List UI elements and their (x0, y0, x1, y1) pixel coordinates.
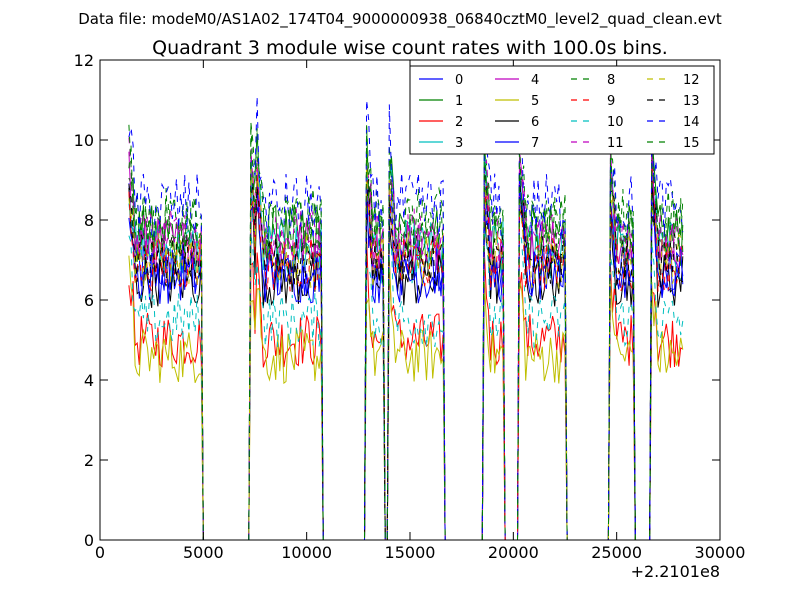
series-line-8 (128, 122, 684, 540)
series-line-0 (128, 165, 684, 540)
series-line-9 (128, 164, 684, 540)
y-tick-label: 8 (84, 211, 94, 230)
legend-label-12: 12 (683, 73, 700, 88)
series-line-15 (128, 122, 684, 540)
y-tick-label: 12 (74, 51, 94, 70)
legend-label-2: 2 (455, 115, 463, 130)
series-line-4 (128, 141, 684, 540)
legend-label-7: 7 (531, 136, 539, 151)
legend-label-3: 3 (455, 136, 463, 151)
series-line-5 (128, 255, 684, 540)
legend-label-5: 5 (531, 94, 539, 109)
legend-label-14: 14 (683, 115, 700, 130)
y-tick-label: 10 (74, 131, 94, 150)
legend-label-10: 10 (607, 115, 624, 130)
series-line-14 (128, 96, 684, 540)
legend-label-0: 0 (455, 73, 463, 88)
x-tick-label: 15000 (385, 543, 436, 562)
x-tick-label: 5000 (183, 543, 224, 562)
legend-label-13: 13 (683, 94, 700, 109)
y-tick-label: 0 (84, 531, 94, 550)
x-tick-label: 0 (95, 543, 105, 562)
legend-label-11: 11 (607, 136, 624, 151)
chart-suptitle: Data file: modeM0/AS1A02_174T04_90000009… (78, 10, 722, 29)
y-tick-label: 6 (84, 291, 94, 310)
x-tick-label: 10000 (281, 543, 332, 562)
x-tick-label: 25000 (591, 543, 642, 562)
series-line-2 (128, 238, 684, 540)
y-tick-label: 4 (84, 371, 94, 390)
legend-label-6: 6 (531, 115, 539, 130)
series-line-6 (128, 180, 684, 540)
legend-label-9: 9 (607, 94, 615, 109)
plot-area (128, 96, 684, 540)
x-offset-label: +2.2101e8 (631, 562, 720, 581)
series-line-13 (128, 166, 684, 540)
x-tick-label: 30000 (695, 543, 746, 562)
series-line-12 (128, 159, 684, 540)
legend-label-4: 4 (531, 73, 539, 88)
legend-box (409, 65, 715, 155)
series-line-7 (128, 175, 684, 540)
chart-title: Quadrant 3 module wise count rates with … (152, 37, 668, 59)
legend-label-8: 8 (607, 73, 615, 88)
series-line-3 (128, 146, 684, 540)
legend-label-15: 15 (683, 136, 700, 151)
legend-label-1: 1 (455, 94, 463, 109)
x-tick-label: 20000 (488, 543, 539, 562)
y-tick-label: 2 (84, 451, 94, 470)
series-line-11 (128, 137, 683, 540)
